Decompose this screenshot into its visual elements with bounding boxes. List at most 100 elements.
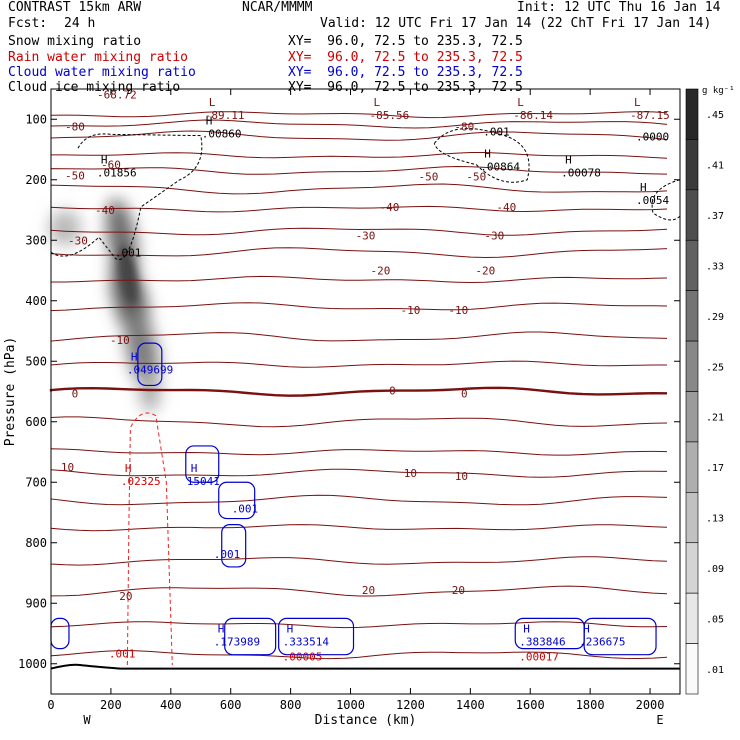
legend-cloud-water-xy: XY= 96.0, 72.5 to 235.3, 72.5 — [288, 65, 523, 80]
y-axis-label: Pressure (hPa) — [3, 337, 18, 447]
extremum-value: .383846 — [519, 636, 565, 649]
y-tick-label: 200 — [25, 173, 47, 187]
x-tick-label: 2000 — [636, 698, 665, 712]
extremum-value: .049699 — [127, 363, 173, 376]
extremum-symbol: L — [373, 96, 380, 109]
isotherm-line — [50, 360, 667, 368]
extremum-symbol: H — [565, 154, 572, 167]
temperature-label: -30 — [68, 234, 88, 247]
cloud-water-contour — [218, 481, 256, 520]
extremum-symbol: H — [218, 623, 225, 636]
legend-cloud-water-name: Cloud water mixing ratio — [8, 65, 196, 80]
colorbar-segment — [685, 492, 699, 544]
extremum-symbol: H — [523, 623, 530, 636]
header-valid: Valid: 12 UTC Fri 17 Jan 14 (22 ChT Fri … — [320, 16, 712, 31]
temperature-label: -80 — [65, 121, 85, 134]
isotherm-line — [50, 621, 668, 629]
extremum-value: .236675 — [579, 636, 625, 649]
temperature-label: 10 — [455, 470, 468, 483]
colorbar-segment — [685, 441, 699, 493]
y-tick-label: 800 — [25, 536, 47, 550]
isotherm-line — [50, 119, 668, 129]
cloud-water-contour — [278, 617, 355, 656]
header-org: NCAR/MMMM — [242, 0, 313, 15]
isotherm-line — [49, 386, 668, 397]
x-axis-label: Distance (km) — [315, 713, 417, 728]
temperature-label: -50 — [418, 171, 438, 184]
extremum-symbol: H — [206, 114, 213, 127]
colorbar-segment — [685, 189, 699, 241]
colorbar-label: .09 — [706, 564, 724, 575]
legend-cloud-ice-name: Cloud ice mixing ratio — [8, 80, 181, 95]
colorbar-label: .33 — [706, 261, 724, 272]
isotherm-line — [50, 165, 668, 175]
chart-marks: -68.72 -80 -60 -50 -40 -30 -10 0 10 20 -50 -50 -40 -4… — [61, 86, 735, 695]
y-tick-label: 600 — [25, 415, 47, 429]
colorbar-label: .41 — [706, 161, 724, 172]
colorbar-label: .45 — [706, 110, 724, 121]
x-tick-label: 800 — [280, 698, 302, 712]
extremum-value: -86.14 — [513, 109, 553, 122]
temperature-label: -20 — [475, 265, 495, 278]
temperature-label: -60 — [101, 159, 121, 172]
extremum-value: .001 — [115, 247, 142, 260]
temperature-label: -50 — [466, 171, 486, 184]
y-tick-label: 500 — [25, 354, 47, 368]
isotherm-line — [50, 524, 668, 532]
isotherm-line — [50, 494, 668, 506]
colorbar-segment — [685, 340, 699, 392]
colorbar-segment — [685, 239, 699, 291]
temperature-label: 0 — [389, 384, 396, 397]
extremum-value: .01856 — [97, 167, 137, 180]
colorbar-label: .25 — [706, 362, 724, 373]
x-tick-label: 1200 — [396, 698, 425, 712]
temperature-label: -40 — [95, 204, 115, 217]
isotherm-line — [50, 650, 668, 660]
extremum-symbol: H — [287, 623, 294, 636]
colorbar-segment — [685, 290, 699, 342]
temperature-label: -40 — [496, 201, 516, 214]
isotherm-line — [50, 416, 668, 428]
colorbar-segment — [685, 542, 699, 594]
extremum-symbol: L — [209, 96, 216, 109]
colorbar-unit: g kg⁻¹ — [702, 86, 735, 96]
temperature-label: -30 — [484, 229, 504, 242]
cloud-water-contour — [50, 617, 70, 650]
isotherm-line — [50, 227, 668, 236]
snow-contour — [433, 128, 530, 183]
colorbar-label: .21 — [706, 413, 724, 424]
temperature-label: -40 — [380, 201, 400, 214]
temperature-label: -10 — [400, 304, 420, 317]
x-end-left-label: W — [83, 713, 91, 727]
x-tick-label: 0 — [47, 698, 54, 712]
legend-snow-name: Snow mixing ratio — [8, 34, 142, 49]
cloud-water-contour — [224, 617, 277, 656]
isotherm-line — [50, 183, 668, 195]
temperature-label: 20 — [362, 584, 375, 597]
header-fcst-value: 24 h — [64, 16, 96, 31]
snow-contour — [651, 179, 681, 221]
colorbar-label: .17 — [706, 463, 724, 474]
x-tick-label: 1000 — [336, 698, 365, 712]
contour-lines — [49, 111, 681, 670]
colorbar-label: .13 — [706, 514, 724, 525]
extremum-symbol: H — [640, 181, 647, 194]
isotherm-line — [50, 152, 668, 159]
isotherm-line — [50, 247, 668, 259]
x-tick-label: 1800 — [576, 698, 605, 712]
cloud-water-contour — [137, 342, 163, 387]
plot-frame: 0 200 400 600 800 1000 1200 1400 1600 1800 2000100… — [3, 88, 681, 728]
isotherm-line — [50, 468, 668, 478]
extremum-value: -89.11 — [205, 109, 245, 122]
extremum-symbol: H — [131, 350, 138, 363]
cloud-water-contour — [185, 445, 220, 483]
temperature-label: 10 — [61, 461, 74, 474]
extremum-value: .001 — [214, 548, 241, 561]
y-tick-label: 900 — [25, 596, 47, 610]
x-tick-label: 600 — [220, 698, 242, 712]
y-tick-label: 300 — [25, 233, 47, 247]
temperature-label: -10 — [110, 334, 130, 347]
x-tick-label: 1600 — [516, 698, 545, 712]
